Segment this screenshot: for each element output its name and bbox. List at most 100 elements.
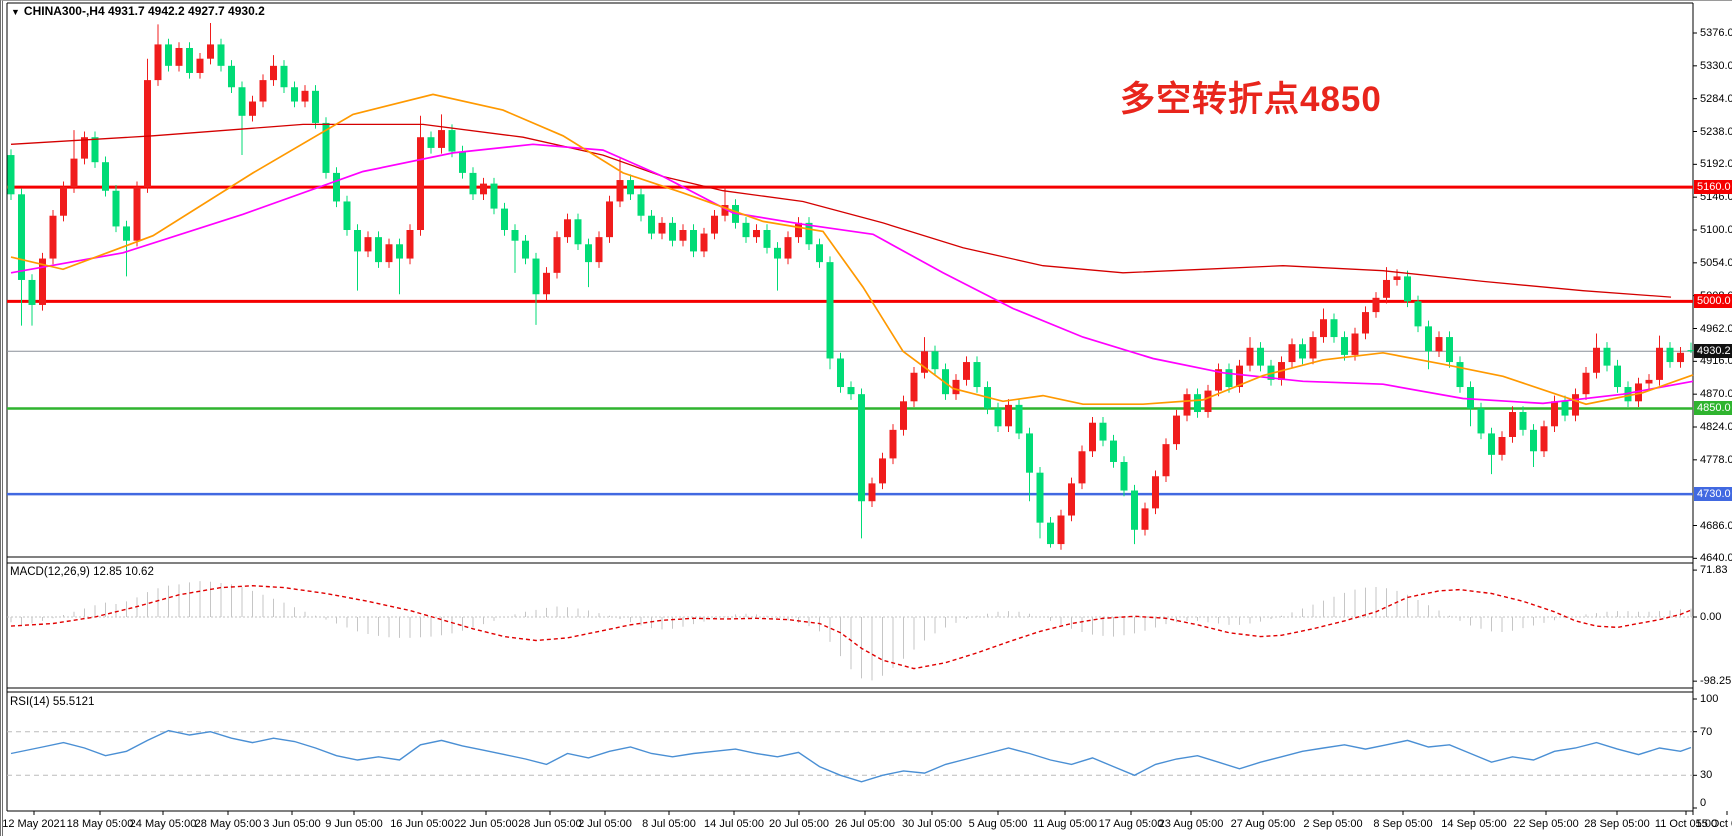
chart-canvas[interactable]	[3, 1, 1732, 836]
candle-body[interactable]	[753, 230, 760, 238]
candle-body[interactable]	[1666, 347, 1674, 363]
candle-body[interactable]	[1362, 312, 1369, 334]
candle-body[interactable]	[1603, 347, 1611, 366]
candle-body[interactable]	[1141, 508, 1149, 530]
candle-body[interactable]	[312, 90, 319, 123]
candle-body[interactable]	[144, 80, 151, 188]
candle-body[interactable]	[942, 369, 949, 395]
candle-body[interactable]	[322, 122, 330, 173]
candle-body[interactable]	[1456, 362, 1464, 388]
annotation-text[interactable]: 多空转折点4850	[1120, 80, 1382, 119]
candle-body[interactable]	[1131, 490, 1138, 530]
candle-body[interactable]	[1687, 350, 1695, 352]
candle-body[interactable]	[1257, 347, 1264, 366]
candle-body[interactable]	[270, 65, 277, 81]
candle-body[interactable]	[637, 194, 645, 216]
candle-body[interactable]	[207, 44, 214, 59]
candle-body[interactable]	[1351, 333, 1359, 355]
candle-body[interactable]	[837, 358, 844, 388]
candle-body[interactable]	[228, 65, 235, 88]
candle-body[interactable]	[700, 233, 708, 252]
candle-body[interactable]	[364, 237, 372, 252]
candle-body[interactable]	[1288, 344, 1296, 363]
candle-body[interactable]	[238, 87, 246, 116]
candle-body[interactable]	[994, 408, 1002, 427]
candle-body[interactable]	[742, 222, 750, 238]
candle-body[interactable]	[1561, 401, 1569, 416]
candle-body[interactable]	[217, 44, 225, 66]
candle-body[interactable]	[39, 258, 46, 305]
candle-body[interactable]	[1110, 440, 1117, 462]
candle-body[interactable]	[805, 222, 813, 245]
candle-body[interactable]	[333, 172, 340, 202]
candle-body[interactable]	[774, 247, 781, 259]
candle-body[interactable]	[952, 379, 960, 395]
candle-body[interactable]	[900, 401, 907, 430]
candle-body[interactable]	[1540, 426, 1548, 452]
candle-body[interactable]	[1477, 408, 1485, 434]
candle-body[interactable]	[1614, 365, 1621, 388]
candle-body[interactable]	[1078, 451, 1086, 484]
candle-body[interactable]	[1215, 369, 1222, 391]
candle-body[interactable]	[301, 90, 309, 102]
candle-body[interactable]	[816, 244, 823, 263]
candle-body[interactable]	[1509, 412, 1516, 437]
candle-body[interactable]	[574, 219, 582, 245]
candle-body[interactable]	[1036, 472, 1044, 523]
candle-body[interactable]	[1152, 476, 1159, 509]
candle-body[interactable]	[1414, 301, 1422, 327]
candle-body[interactable]	[1425, 326, 1432, 352]
candle-body[interactable]	[795, 222, 802, 238]
candle-body[interactable]	[196, 58, 204, 73]
candle-body[interactable]	[28, 279, 36, 305]
candle-body[interactable]	[1645, 379, 1653, 384]
candle-body[interactable]	[595, 237, 603, 263]
candle-body[interactable]	[7, 155, 15, 195]
candle-body[interactable]	[585, 244, 592, 263]
candle-body[interactable]	[280, 65, 288, 88]
candle-body[interactable]	[1246, 347, 1254, 366]
candle-body[interactable]	[1089, 422, 1096, 452]
candle-body[interactable]	[973, 362, 981, 388]
candle-body[interactable]	[1404, 276, 1411, 302]
candle-body[interactable]	[711, 215, 718, 234]
candle-body[interactable]	[1435, 337, 1443, 352]
candle-body[interactable]	[1120, 461, 1128, 491]
candle-body[interactable]	[616, 180, 624, 202]
candle-body[interactable]	[1530, 429, 1537, 452]
candle-body[interactable]	[459, 151, 466, 173]
candle-body[interactable]	[60, 187, 67, 216]
candle-body[interactable]	[1467, 387, 1474, 409]
candle-body[interactable]	[931, 351, 939, 370]
candle-body[interactable]	[165, 44, 172, 66]
candle-body[interactable]	[1299, 344, 1306, 359]
candle-body[interactable]	[1341, 337, 1348, 355]
candle-body[interactable]	[448, 130, 456, 152]
candle-body[interactable]	[91, 137, 99, 163]
candle-body[interactable]	[249, 101, 256, 116]
candle-body[interactable]	[921, 351, 928, 373]
candle-body[interactable]	[259, 80, 267, 102]
candle-body[interactable]	[1383, 279, 1390, 298]
candle-body[interactable]	[1320, 319, 1327, 338]
candle-body[interactable]	[343, 201, 351, 231]
candle-body[interactable]	[1225, 369, 1233, 388]
candle-body[interactable]	[1624, 387, 1632, 402]
candle-body[interactable]	[1498, 436, 1506, 455]
candle-body[interactable]	[1572, 394, 1579, 416]
candle-body[interactable]	[469, 172, 477, 195]
candle-body[interactable]	[721, 205, 729, 216]
candle-body[interactable]	[522, 240, 529, 259]
candle-body[interactable]	[963, 362, 970, 380]
candle-body[interactable]	[1005, 404, 1012, 427]
candle-body[interactable]	[1656, 347, 1663, 380]
candle-body[interactable]	[154, 44, 162, 81]
candle-body[interactable]	[1309, 337, 1317, 359]
candle-body[interactable]	[889, 429, 897, 459]
candle-body[interactable]	[123, 226, 130, 241]
candle-body[interactable]	[1593, 347, 1600, 373]
candle-body[interactable]	[1372, 297, 1380, 313]
candle-body[interactable]	[879, 458, 886, 484]
candle-body[interactable]	[406, 230, 414, 259]
candle-body[interactable]	[175, 47, 183, 66]
